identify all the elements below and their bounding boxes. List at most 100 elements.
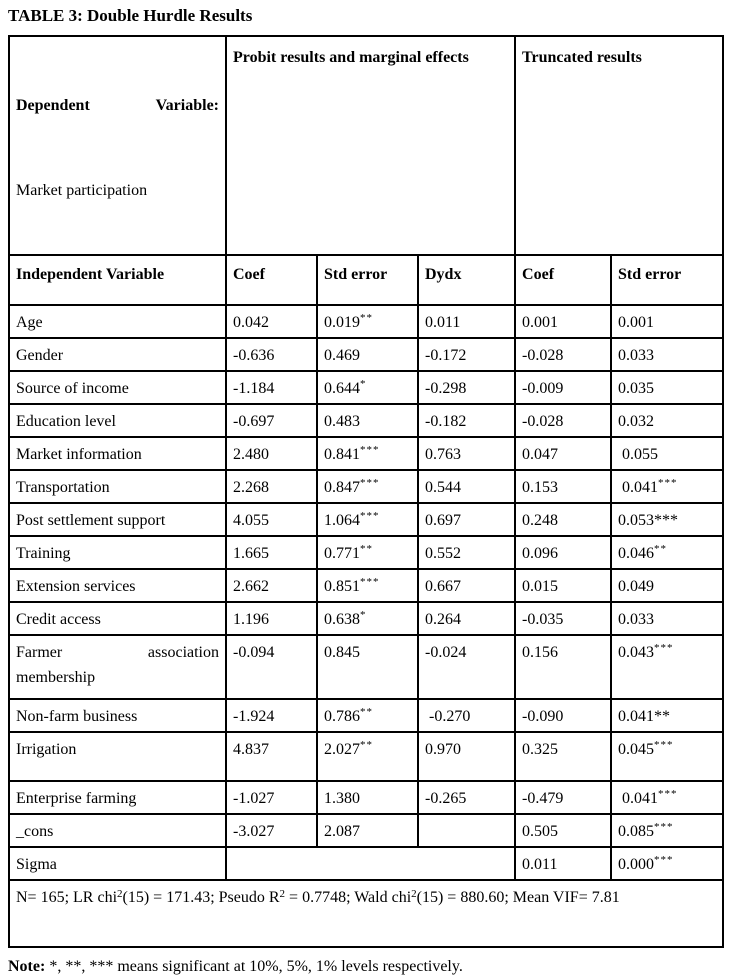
cell-value: 2.087 [316, 813, 419, 848]
value-text: -0.090 [522, 708, 564, 725]
cell-value: 0.841*** [316, 436, 419, 471]
value-text: -0.035 [522, 611, 564, 628]
cell-value: 0.000*** [610, 846, 725, 881]
significance-stars: *** [360, 576, 380, 588]
value-text: -0.298 [425, 380, 467, 397]
cell-value [224, 846, 517, 881]
table-row: Enterprise farming -1.027 1.380 -0.265 -0.47… [8, 780, 725, 815]
value-text: 0.483 [324, 413, 360, 430]
value-text: 0.469 [324, 347, 360, 364]
row-label: Non-farm business [8, 698, 227, 733]
significance-stars: ** [360, 312, 373, 324]
statistics-segment: (15) = 880.60; Mean VIF= 7.81 [416, 889, 620, 906]
cell-value: 0.544 [416, 469, 517, 504]
value-text: 0.011 [522, 856, 558, 873]
cell-value: -0.028 [514, 337, 613, 372]
value-text: 1.380 [324, 790, 360, 807]
cell-value: 2.662 [225, 568, 318, 603]
value-text: 0.697 [425, 512, 461, 529]
significance-stars: * [360, 378, 367, 390]
cell-value: 2.027** [316, 731, 419, 782]
model-statistics-text: N= 165; LR chi2(15) = 171.43; Pseudo R2 … [7, 879, 725, 948]
table-row: Irrigation 4.837 2.027** 0.970 0.325 0.045*** [8, 731, 725, 782]
cell-value: 2.268 [225, 469, 318, 504]
value-text: 0.035 [618, 380, 655, 397]
value-text: 2.662 [233, 578, 269, 595]
cell-value: 0.248 [514, 502, 613, 537]
cell-value: 0.552 [416, 535, 517, 570]
cell-value: 0.001 [610, 304, 725, 339]
document-page: TABLE 3: Double Hurdle Results Dependent… [7, 6, 725, 975]
value-text: 2.480 [233, 446, 269, 463]
row-label: Credit access [8, 601, 227, 636]
cell-value: 0.053*** [610, 502, 725, 537]
dependent-variable-value: Market participation [16, 182, 148, 199]
cell-value: 0.032 [610, 403, 725, 438]
table-row: Sigma 0.011 0.000*** [8, 846, 725, 881]
value-text: 4.055 [233, 512, 269, 529]
significance-stars: ** [360, 543, 373, 555]
dependent-variable-label: Dependent Variable: [16, 97, 219, 114]
cell-value: 0.019** [316, 304, 419, 339]
model-statistics-row: N= 165; LR chi2(15) = 171.43; Pseudo R2 … [7, 879, 725, 948]
cell-value: 0.011 [416, 304, 517, 339]
col-header-probit-std-error: Std error [316, 254, 419, 306]
significance-stars: ** [360, 739, 373, 751]
cell-value: -0.636 [225, 337, 318, 372]
row-label: Farmer association membership [8, 634, 227, 700]
value-text: -0.028 [522, 413, 564, 430]
value-text: 0.001 [618, 314, 655, 331]
table-header: Dependent Variable: Market participation… [8, 35, 725, 306]
table-row: Education level -0.697 0.483 -0.182 -0.028 0.… [8, 403, 725, 438]
cell-value: 1.665 [225, 535, 318, 570]
cell-value: -0.270 [416, 698, 517, 733]
col-header-truncated-coef: Coef [514, 254, 613, 306]
cell-value [416, 813, 517, 848]
cell-value: 0.085*** [610, 813, 725, 848]
cell-value: 0.045*** [610, 731, 725, 782]
value-text: -0.270 [425, 708, 471, 725]
cell-value: 0.264 [416, 601, 517, 636]
significance-stars: *** [360, 510, 380, 522]
value-text: -1.027 [233, 790, 275, 807]
significance-stars: * [360, 609, 367, 621]
col-header-independent-variable: Independent Variable [8, 254, 227, 306]
value-text: 0.001 [522, 314, 559, 331]
value-text: 0.033 [618, 611, 655, 628]
cell-value: -0.265 [416, 780, 517, 815]
cell-value: 0.851*** [316, 568, 419, 603]
double-hurdle-results-table: Dependent Variable: Market participation… [7, 35, 725, 948]
value-text: 0.264 [425, 611, 461, 628]
cell-value: -3.027 [225, 813, 318, 848]
table-row: Non-farm business -1.924 0.786** -0.270 -0.… [8, 698, 725, 733]
value-text: -1.184 [233, 380, 275, 397]
row-label: Sigma [8, 846, 227, 881]
cell-value: 0.638* [316, 601, 419, 636]
value-text: -0.172 [425, 347, 467, 364]
value-text: 4.837 [233, 741, 269, 758]
cell-value: 0.970 [416, 731, 517, 782]
significance-stars: *** [658, 788, 678, 800]
value-text: 0.644 [324, 380, 360, 397]
cell-value: -0.024 [416, 634, 517, 700]
col-header-probit-coef: Coef [225, 254, 318, 306]
value-text: 0.544 [425, 479, 461, 496]
table-row: Transportation 2.268 0.847*** 0.544 0.153 0.… [8, 469, 725, 504]
value-text: 0.041** [618, 708, 671, 725]
cell-value: 0.667 [416, 568, 517, 603]
cell-value: 0.325 [514, 731, 613, 782]
value-text: 0.845 [324, 644, 360, 661]
cell-value: -1.027 [225, 780, 318, 815]
value-text: -0.636 [233, 347, 275, 364]
cell-value: 0.153 [514, 469, 613, 504]
cell-value: -0.479 [514, 780, 613, 815]
value-text: 0.847 [324, 479, 360, 496]
row-label: _cons [8, 813, 227, 848]
cell-value: -0.172 [416, 337, 517, 372]
cell-value: 0.041*** [610, 780, 725, 815]
value-text: 0.763 [425, 446, 461, 463]
cell-value: 0.015 [514, 568, 613, 603]
significance-stars: *** [360, 444, 380, 456]
significance-stars: ** [654, 543, 668, 555]
note-text: *, **, *** means significant at 10%, 5%,… [45, 958, 463, 975]
